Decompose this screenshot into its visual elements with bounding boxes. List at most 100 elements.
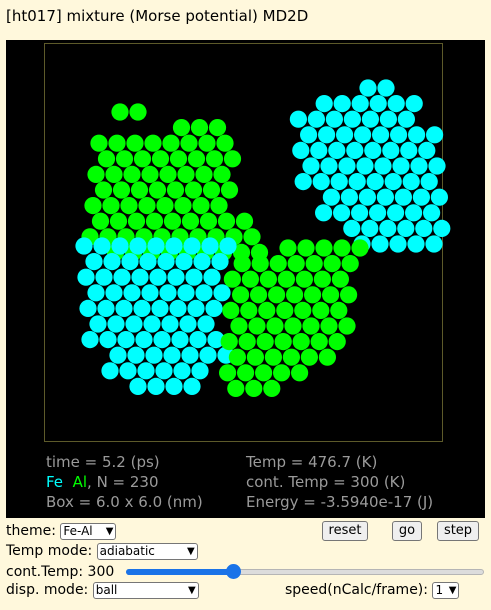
fe-atom (147, 237, 165, 255)
fe-atom (387, 204, 405, 222)
al-atom (111, 103, 129, 121)
fe-atom (207, 331, 225, 349)
fe-atom (103, 253, 121, 271)
simulation-canvas[interactable]: time = 5.2 (ps) Temp = 476.7 (K) Fe Al, … (6, 40, 485, 518)
al-atom (195, 165, 213, 183)
cont-temp-slider-handle[interactable] (226, 564, 242, 579)
fe-atom (175, 253, 193, 271)
fe-atom (153, 331, 171, 349)
fe-atom (151, 299, 169, 317)
fe-atom (369, 95, 387, 113)
temp-mode-control: Temp mode: adiabatic ▼ (6, 542, 198, 560)
fe-atom (407, 235, 425, 253)
al-atom (97, 150, 116, 168)
fe-atom (292, 141, 310, 159)
cont-temp-label: cont.Temp: 300 (6, 564, 115, 580)
al-atom (305, 255, 323, 273)
al-atom (320, 317, 338, 335)
fe-atom (405, 204, 423, 222)
fe-atom (420, 173, 438, 191)
cont-temp-readout: cont. Temp = 300 (K) (246, 473, 406, 491)
al-atom (159, 165, 177, 183)
al-atom (144, 134, 162, 152)
step-button[interactable]: step (437, 521, 479, 541)
fe-atom (185, 268, 203, 286)
fe-atom (392, 157, 410, 175)
al-atom (322, 286, 340, 304)
fe-atom (379, 219, 397, 237)
go-button[interactable]: go (392, 521, 422, 541)
fe-atom (75, 237, 93, 255)
fe-atom (364, 141, 382, 159)
fe-atom (361, 219, 379, 237)
al-atom (199, 212, 218, 230)
fe-atom (322, 188, 340, 206)
fe-atom (191, 362, 209, 380)
fe-atom (423, 204, 441, 222)
fe-atom (85, 253, 103, 271)
al-atom (91, 212, 110, 230)
al-atom (210, 197, 228, 215)
al-atom (87, 165, 105, 183)
temp-mode-select[interactable]: adiabatic ▼ (96, 542, 198, 560)
al-atom (277, 270, 295, 288)
al-atom (238, 333, 256, 351)
legend-fe: Fe (46, 473, 64, 491)
al-atom (295, 270, 313, 288)
al-atom (235, 212, 254, 230)
al-atom (269, 255, 287, 273)
al-atom (240, 301, 258, 319)
al-atom (202, 181, 221, 199)
energy-readout: Energy = -3.5940e-17 (J) (246, 493, 434, 511)
speed-select-value: 1 (435, 582, 444, 597)
al-atom (258, 301, 276, 319)
al-atom (223, 150, 242, 168)
fe-atom (147, 377, 165, 395)
al-atom (177, 165, 195, 183)
al-atom (205, 150, 224, 168)
fe-atom (181, 346, 199, 364)
fe-atom (211, 253, 229, 271)
fe-atom (358, 188, 376, 206)
al-atom (172, 119, 191, 137)
fe-atom (107, 315, 125, 333)
disp-mode-select[interactable]: ball ▼ (92, 581, 199, 599)
fe-atom (402, 173, 420, 191)
theme-select[interactable]: Fe-Al ▼ (60, 522, 117, 540)
fe-atom (169, 299, 187, 317)
fe-atom (179, 315, 197, 333)
al-atom (180, 134, 198, 152)
speed-select[interactable]: 1 ▼ (432, 581, 460, 599)
fe-atom (127, 346, 145, 364)
al-atom (105, 165, 123, 183)
fe-atom (425, 235, 443, 253)
fe-atom (111, 237, 129, 255)
fe-atom (149, 268, 167, 286)
fe-atom (294, 173, 312, 191)
fe-atom (161, 315, 179, 333)
al-atom (184, 181, 203, 199)
fe-atom (183, 237, 201, 255)
fe-atom (173, 362, 191, 380)
fe-atom (141, 284, 159, 302)
reset-button[interactable]: reset (322, 521, 368, 541)
fe-atom (361, 110, 379, 128)
al-atom (294, 301, 312, 319)
fe-atom (167, 268, 185, 286)
fe-atom (177, 284, 195, 302)
theme-select-value: Fe-Al (63, 523, 93, 538)
fe-atom (410, 157, 428, 175)
fe-atom (394, 188, 412, 206)
fe-atom (143, 315, 161, 333)
fe-atom (340, 188, 358, 206)
fe-atom (123, 284, 141, 302)
atoms-layer (75, 79, 451, 397)
al-atom (248, 317, 266, 335)
al-atom (222, 301, 240, 319)
al-atom (115, 150, 134, 168)
al-atom (351, 239, 369, 257)
al-atom (245, 379, 263, 397)
fe-atom (163, 346, 181, 364)
fe-atom (165, 377, 183, 395)
al-atom (90, 134, 108, 152)
